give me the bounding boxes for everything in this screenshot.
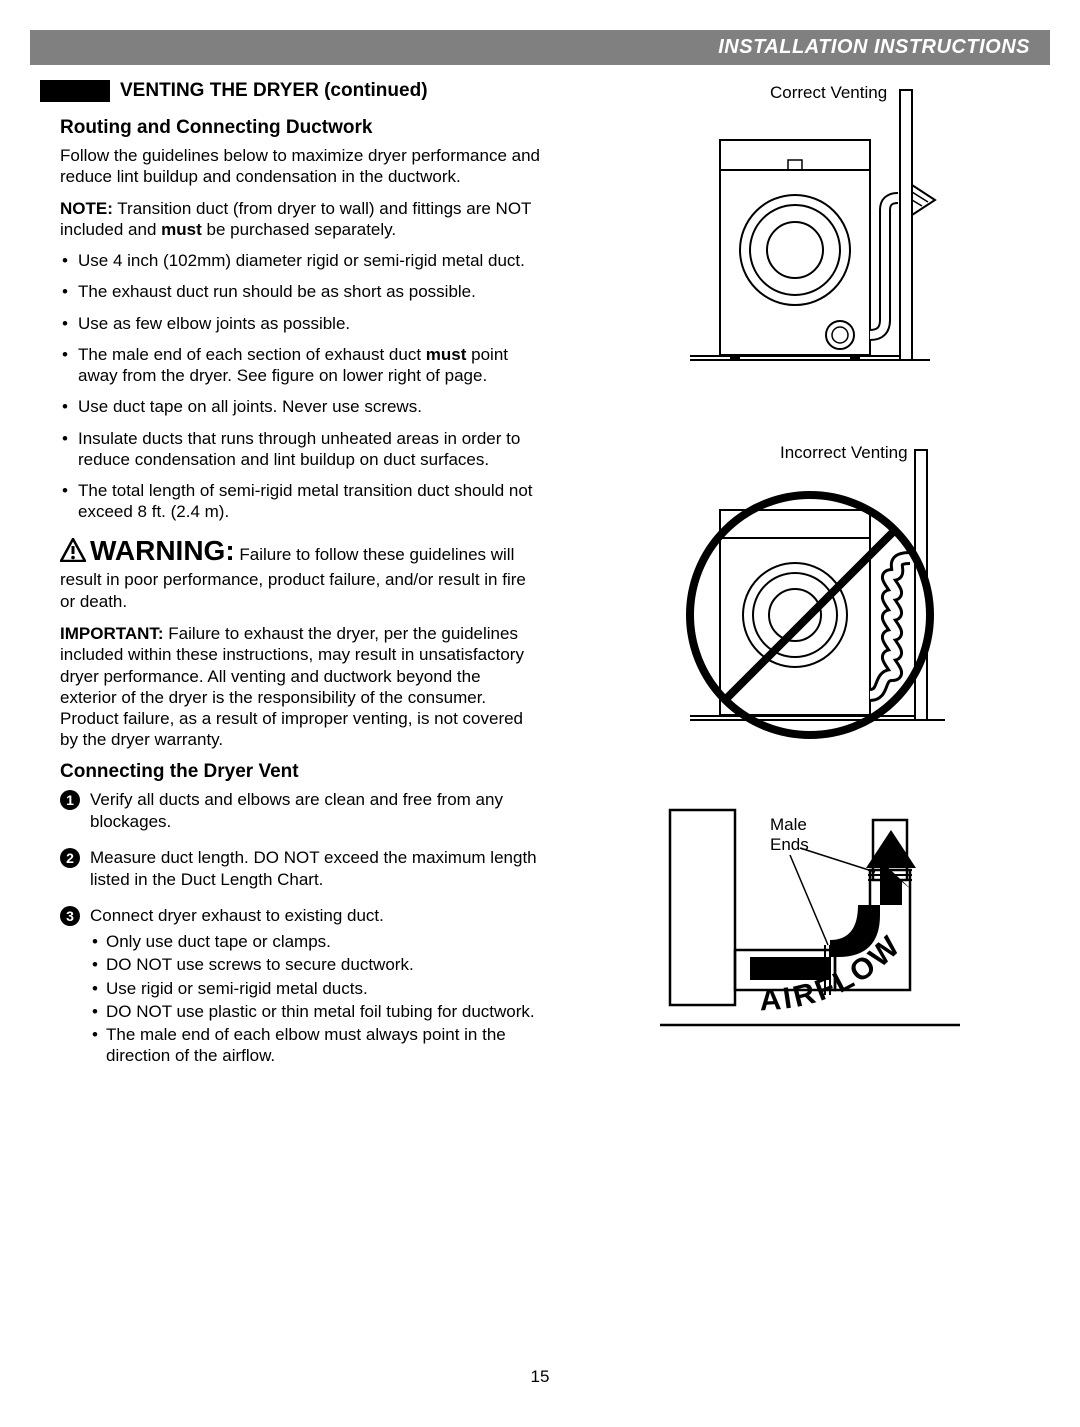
- svg-text:Incorrect Venting: Incorrect Venting: [780, 443, 908, 462]
- figure-incorrect-venting: Incorrect Venting: [600, 440, 1020, 740]
- note-text-2: be purchased separately.: [202, 220, 396, 239]
- bullet-item: The total length of semi-rigid metal tra…: [60, 480, 540, 523]
- incorrect-venting-diagram: Incorrect Venting: [660, 440, 960, 740]
- steps-list: Verify all ducts and elbows are clean an…: [60, 789, 540, 1067]
- warning-triangle-icon: [60, 538, 86, 562]
- note-must: must: [161, 220, 202, 239]
- sub-bullet: DO NOT use plastic or thin metal foil tu…: [90, 1001, 540, 1022]
- svg-text:Ends: Ends: [770, 835, 809, 854]
- intro-paragraph: Follow the guidelines below to maximize …: [60, 145, 540, 188]
- correct-venting-diagram: Correct Venting: [670, 80, 950, 380]
- step3-sublist: Only use duct tape or clamps. DO NOT use…: [90, 931, 540, 1067]
- figure-correct-venting: Correct Venting: [600, 80, 1020, 380]
- step-item: Connect dryer exhaust to existing duct. …: [60, 905, 540, 1067]
- step-text: Connect dryer exhaust to existing duct.: [90, 906, 384, 925]
- right-column: Correct Venting: [580, 80, 1020, 1081]
- step-item: Verify all ducts and elbows are clean an…: [60, 789, 540, 833]
- sub-bullet: Only use duct tape or clamps.: [90, 931, 540, 952]
- sub-bullet: The male end of each elbow must always p…: [90, 1024, 540, 1067]
- section-title: VENTING THE DRYER (continued): [120, 80, 428, 102]
- section-marker: [40, 80, 110, 102]
- bullet-item: Use as few elbow joints as possible.: [60, 313, 540, 334]
- important-label: IMPORTANT:: [60, 624, 164, 643]
- bullet-item: Use duct tape on all joints. Never use s…: [60, 396, 540, 417]
- header-bar: INSTALLATION INSTRUCTIONS: [30, 30, 1050, 65]
- airflow-diagram: Male Ends: [660, 800, 960, 1040]
- svg-text:Correct Venting: Correct Venting: [770, 83, 887, 102]
- sub-bullet: DO NOT use screws to secure ductwork.: [90, 954, 540, 975]
- bullet-item: The male end of each section of exhaust …: [60, 344, 540, 387]
- subheading-routing: Routing and Connecting Ductwork: [60, 117, 540, 139]
- step-item: Measure duct length. DO NOT exceed the m…: [60, 847, 540, 891]
- subheading-connecting: Connecting the Dryer Vent: [60, 761, 540, 783]
- guidelines-list: Use 4 inch (102mm) diameter rigid or sem…: [60, 250, 540, 523]
- bullet-item: Insulate ducts that runs through unheate…: [60, 428, 540, 471]
- page-number: 15: [0, 1367, 1080, 1387]
- figure-airflow: Male Ends: [600, 800, 1020, 1040]
- svg-text:Male: Male: [770, 815, 807, 834]
- important-paragraph: IMPORTANT: Failure to exhaust the dryer,…: [60, 623, 540, 751]
- bullet-must: must: [426, 345, 467, 364]
- bullet-text: The male end of each section of exhaust …: [78, 345, 426, 364]
- bullet-item: The exhaust duct run should be as short …: [60, 281, 540, 302]
- section-title-row: VENTING THE DRYER (continued): [60, 80, 540, 102]
- warning-label: WARNING:: [90, 535, 235, 566]
- warning-paragraph: WARNING: Failure to follow these guideli…: [60, 533, 540, 614]
- note-label: NOTE:: [60, 199, 113, 218]
- left-column: VENTING THE DRYER (continued) Routing an…: [60, 80, 580, 1081]
- bullet-item: Use 4 inch (102mm) diameter rigid or sem…: [60, 250, 540, 271]
- note-paragraph: NOTE: Transition duct (from dryer to wal…: [60, 198, 540, 241]
- sub-bullet: Use rigid or semi-rigid metal ducts.: [90, 978, 540, 999]
- main-content: VENTING THE DRYER (continued) Routing an…: [0, 65, 1080, 1081]
